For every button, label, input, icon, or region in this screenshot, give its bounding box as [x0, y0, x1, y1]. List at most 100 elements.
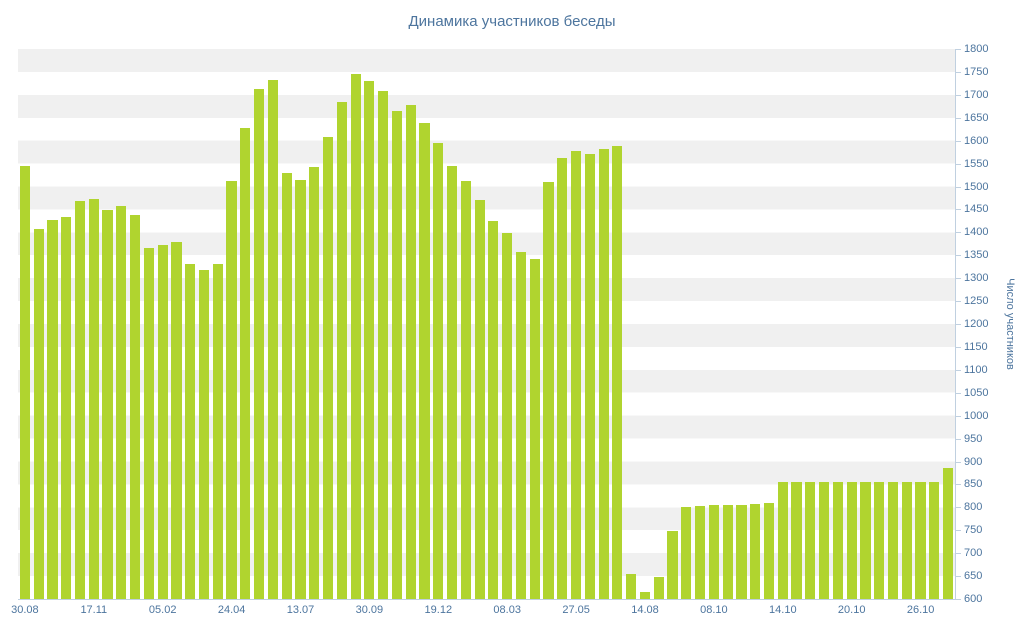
bar: [819, 482, 830, 599]
bar: [254, 89, 265, 599]
y-tick: [956, 71, 961, 73]
bar: [943, 468, 954, 599]
y-tick-label: 650: [964, 570, 983, 583]
y-tick-label: 1050: [964, 386, 989, 399]
x-tick-label: 26.10: [906, 604, 935, 616]
bar: [419, 123, 430, 599]
bar: [667, 531, 678, 599]
y-tick: [956, 392, 961, 394]
y-tick-label: 1650: [964, 111, 989, 124]
y-tick-label: 950: [964, 432, 983, 445]
y-tick: [956, 49, 961, 50]
x-tick-label: 08.03: [493, 604, 521, 616]
bar: [915, 482, 926, 599]
bar: [488, 221, 499, 599]
y-tick: [956, 94, 961, 96]
y-tick: [956, 117, 961, 119]
y-tick: [956, 484, 961, 486]
bar: [736, 504, 747, 599]
bar: [708, 505, 719, 599]
bar: [874, 482, 885, 599]
bar: [887, 482, 899, 599]
bar: [350, 74, 361, 599]
y-tick: [956, 346, 961, 348]
bar: [832, 482, 843, 599]
bar: [47, 219, 58, 599]
bar: [750, 503, 761, 599]
bar: [267, 80, 278, 599]
bar: [157, 245, 168, 599]
y-tick: [956, 415, 961, 417]
y-tick-label: 850: [964, 478, 983, 491]
bar: [88, 199, 99, 599]
y-tick-label: 1350: [964, 249, 989, 262]
bar: [901, 482, 912, 599]
bar: [130, 214, 141, 599]
y-tick: [956, 186, 961, 188]
y-tick: [956, 278, 961, 280]
y-axis-title: Число участников: [1004, 278, 1016, 370]
x-tick-label: 05.02: [148, 604, 177, 616]
y-tick-label: 1700: [964, 88, 989, 101]
y-tick-label: 1400: [964, 226, 989, 239]
y-tick: [956, 255, 961, 257]
chart-title: Динамика участников беседы: [408, 13, 616, 30]
bar: [198, 269, 210, 599]
bar: [543, 181, 554, 599]
bar: [143, 248, 154, 599]
y-tick: [956, 576, 961, 578]
bar: [116, 205, 127, 599]
bar: [171, 241, 182, 599]
y-axis-line: [955, 49, 956, 600]
bar: [584, 153, 595, 599]
y-tick: [956, 507, 961, 509]
bar: [515, 251, 527, 599]
x-tick-label: 24.04: [217, 604, 246, 616]
bar: [185, 263, 196, 599]
y-tick-label: 1600: [964, 134, 989, 147]
bar: [502, 233, 513, 599]
x-tick-label: 27.05: [562, 604, 590, 616]
bar: [777, 482, 788, 599]
bar: [378, 91, 389, 599]
x-tick-label: 30.09: [355, 604, 384, 616]
bar: [405, 104, 416, 599]
x-tick-label: 13.07: [286, 604, 315, 616]
plot-area: [18, 49, 955, 599]
x-tick-label: 19.12: [424, 604, 453, 616]
bar: [446, 165, 458, 599]
y-tick-label: 750: [964, 524, 983, 537]
y-tick-label: 1450: [964, 203, 989, 216]
y-tick: [956, 163, 961, 165]
y-tick-label: 1100: [964, 363, 988, 376]
y-tick-label: 1800: [964, 43, 989, 55]
y-tick: [956, 599, 961, 600]
y-tick-label: 1500: [964, 180, 989, 193]
bar: [860, 482, 871, 599]
bar: [557, 158, 568, 599]
bar: [226, 180, 237, 599]
bar: [74, 201, 86, 599]
y-tick-label: 1200: [964, 318, 989, 330]
y-tick: [956, 530, 961, 532]
bar: [19, 165, 30, 599]
y-tick: [956, 553, 961, 555]
bar: [391, 110, 402, 599]
x-tick-label: 14.10: [769, 604, 797, 616]
bar: [240, 127, 251, 599]
y-tick-label: 1550: [964, 157, 989, 170]
y-tick-label: 1300: [964, 272, 989, 285]
y-tick: [956, 209, 961, 211]
y-tick-label: 1000: [964, 409, 989, 422]
bar: [694, 506, 706, 599]
bar: [281, 172, 292, 599]
bar: [295, 179, 306, 599]
y-tick-label: 1750: [964, 65, 989, 78]
bar: [61, 217, 72, 599]
bar: [460, 181, 471, 599]
bar: [336, 101, 347, 599]
y-tick-label: 1150: [964, 340, 988, 353]
bar: [929, 482, 940, 599]
x-tick-label: 08.10: [700, 604, 728, 616]
bar: [722, 505, 733, 599]
